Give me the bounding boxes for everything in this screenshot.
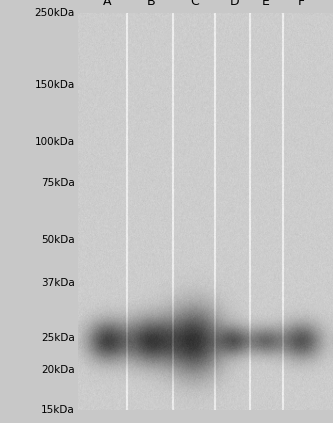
Text: E: E [261,0,269,8]
Text: 250kDa: 250kDa [35,8,75,18]
Text: 150kDa: 150kDa [35,80,75,90]
Text: D: D [230,0,240,8]
Text: F: F [298,0,305,8]
Text: 37kDa: 37kDa [41,278,75,288]
Text: A: A [103,0,112,8]
Text: 25kDa: 25kDa [41,333,75,343]
Text: 50kDa: 50kDa [41,235,75,245]
Text: 20kDa: 20kDa [41,365,75,375]
Text: 100kDa: 100kDa [35,137,75,147]
Text: C: C [190,0,198,8]
Text: 15kDa: 15kDa [41,405,75,415]
Text: B: B [147,0,155,8]
Text: 75kDa: 75kDa [41,178,75,188]
